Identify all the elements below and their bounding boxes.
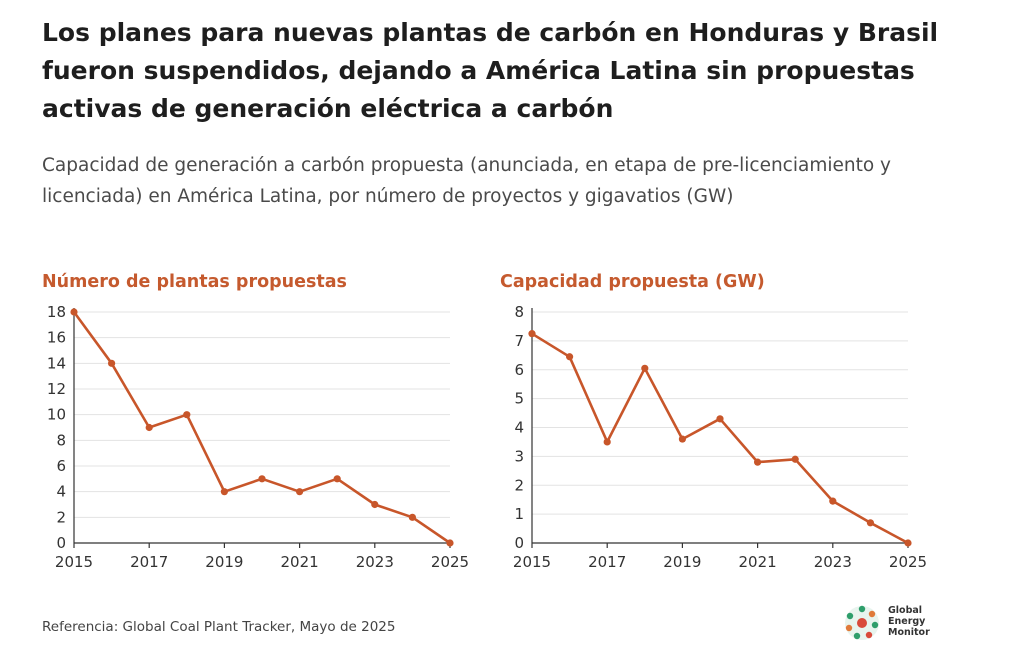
y-tick-label: 0 bbox=[514, 534, 524, 552]
y-tick-label: 10 bbox=[47, 406, 66, 424]
series-line bbox=[72, 311, 451, 545]
x-tick-label: 2021 bbox=[739, 553, 777, 571]
logo-text-line: Global bbox=[888, 605, 923, 616]
x-tick-label: 2019 bbox=[205, 553, 243, 571]
x-tick-label: 2015 bbox=[55, 553, 93, 571]
data-point bbox=[220, 488, 228, 496]
x-tick-label: 2017 bbox=[130, 553, 168, 571]
x-tick-label: 2015 bbox=[513, 553, 551, 571]
x-tick-label: 2019 bbox=[663, 553, 701, 571]
y-tick-label: 5 bbox=[514, 390, 524, 408]
data-point bbox=[866, 519, 875, 527]
y-tick-label: 16 bbox=[47, 329, 66, 347]
data-point bbox=[566, 353, 574, 361]
y-tick-label: 6 bbox=[56, 457, 66, 475]
logo-wordmark: Global Energy Monitor bbox=[888, 605, 930, 638]
chart-panel-capacity: Capacidad propuesta (GW) 0 1 2 3 4 5 6 7 8 2015 201… bbox=[500, 272, 927, 571]
data-point bbox=[108, 359, 116, 367]
y-tick-label: 2 bbox=[56, 508, 66, 526]
data-point bbox=[70, 308, 78, 316]
logo-text-line: Monitor bbox=[888, 627, 930, 638]
data-point bbox=[296, 488, 304, 496]
y-tick-label: 8 bbox=[514, 303, 524, 321]
source-note: Referencia: Global Coal Plant Tracker, M… bbox=[42, 619, 396, 635]
y-tick-label: 8 bbox=[56, 431, 66, 449]
chart-subtitle: Capacidad de generación a carbón propues… bbox=[42, 155, 892, 207]
panel-title: Capacidad propuesta (GW) bbox=[500, 272, 765, 292]
x-tick-label: 2023 bbox=[814, 553, 852, 571]
data-point bbox=[145, 423, 153, 432]
x-tick-label: 2017 bbox=[588, 553, 626, 571]
data-point bbox=[408, 513, 416, 521]
data-point bbox=[528, 330, 536, 338]
logo-text-line: Energy bbox=[888, 616, 926, 627]
data-point bbox=[183, 411, 191, 419]
x-tick-label: 2023 bbox=[356, 553, 394, 571]
y-tick-label: 14 bbox=[47, 354, 66, 372]
data-point bbox=[371, 500, 379, 509]
x-tick-label: 2025 bbox=[889, 553, 927, 571]
y-tick-label: 7 bbox=[514, 332, 524, 350]
series-line bbox=[531, 332, 909, 545]
x-tick-label: 2021 bbox=[281, 553, 319, 571]
data-point bbox=[641, 364, 649, 372]
x-tick-label: 2025 bbox=[431, 553, 469, 571]
data-point bbox=[678, 435, 687, 443]
global-energy-monitor-logo: Global Energy Monitor bbox=[842, 603, 942, 645]
data-point bbox=[333, 475, 341, 483]
y-tick-label: 4 bbox=[514, 419, 524, 437]
data-point bbox=[603, 438, 611, 446]
data-point bbox=[791, 455, 799, 463]
chart-title: Los planes para nuevas plantas de carbón… bbox=[42, 18, 939, 123]
data-point bbox=[754, 458, 762, 466]
y-tick-label: 1 bbox=[514, 505, 524, 523]
y-tick-label: 3 bbox=[514, 447, 524, 465]
data-point bbox=[904, 539, 912, 547]
chart-panel-plants: Número de plantas propuestas 0 2 4 6 8 10 12 14 1… bbox=[42, 272, 469, 571]
y-tick-label: 0 bbox=[56, 534, 66, 552]
data-point bbox=[829, 497, 837, 505]
data-point bbox=[716, 415, 724, 423]
y-tick-label: 12 bbox=[47, 380, 66, 398]
panel-title: Número de plantas propuestas bbox=[42, 272, 347, 292]
globe-icon bbox=[845, 605, 879, 640]
y-tick-label: 6 bbox=[514, 361, 524, 379]
y-tick-label: 2 bbox=[514, 476, 524, 494]
data-point bbox=[258, 475, 266, 483]
data-point bbox=[446, 539, 454, 547]
y-tick-label: 18 bbox=[47, 303, 66, 321]
y-tick-label: 4 bbox=[56, 483, 66, 501]
